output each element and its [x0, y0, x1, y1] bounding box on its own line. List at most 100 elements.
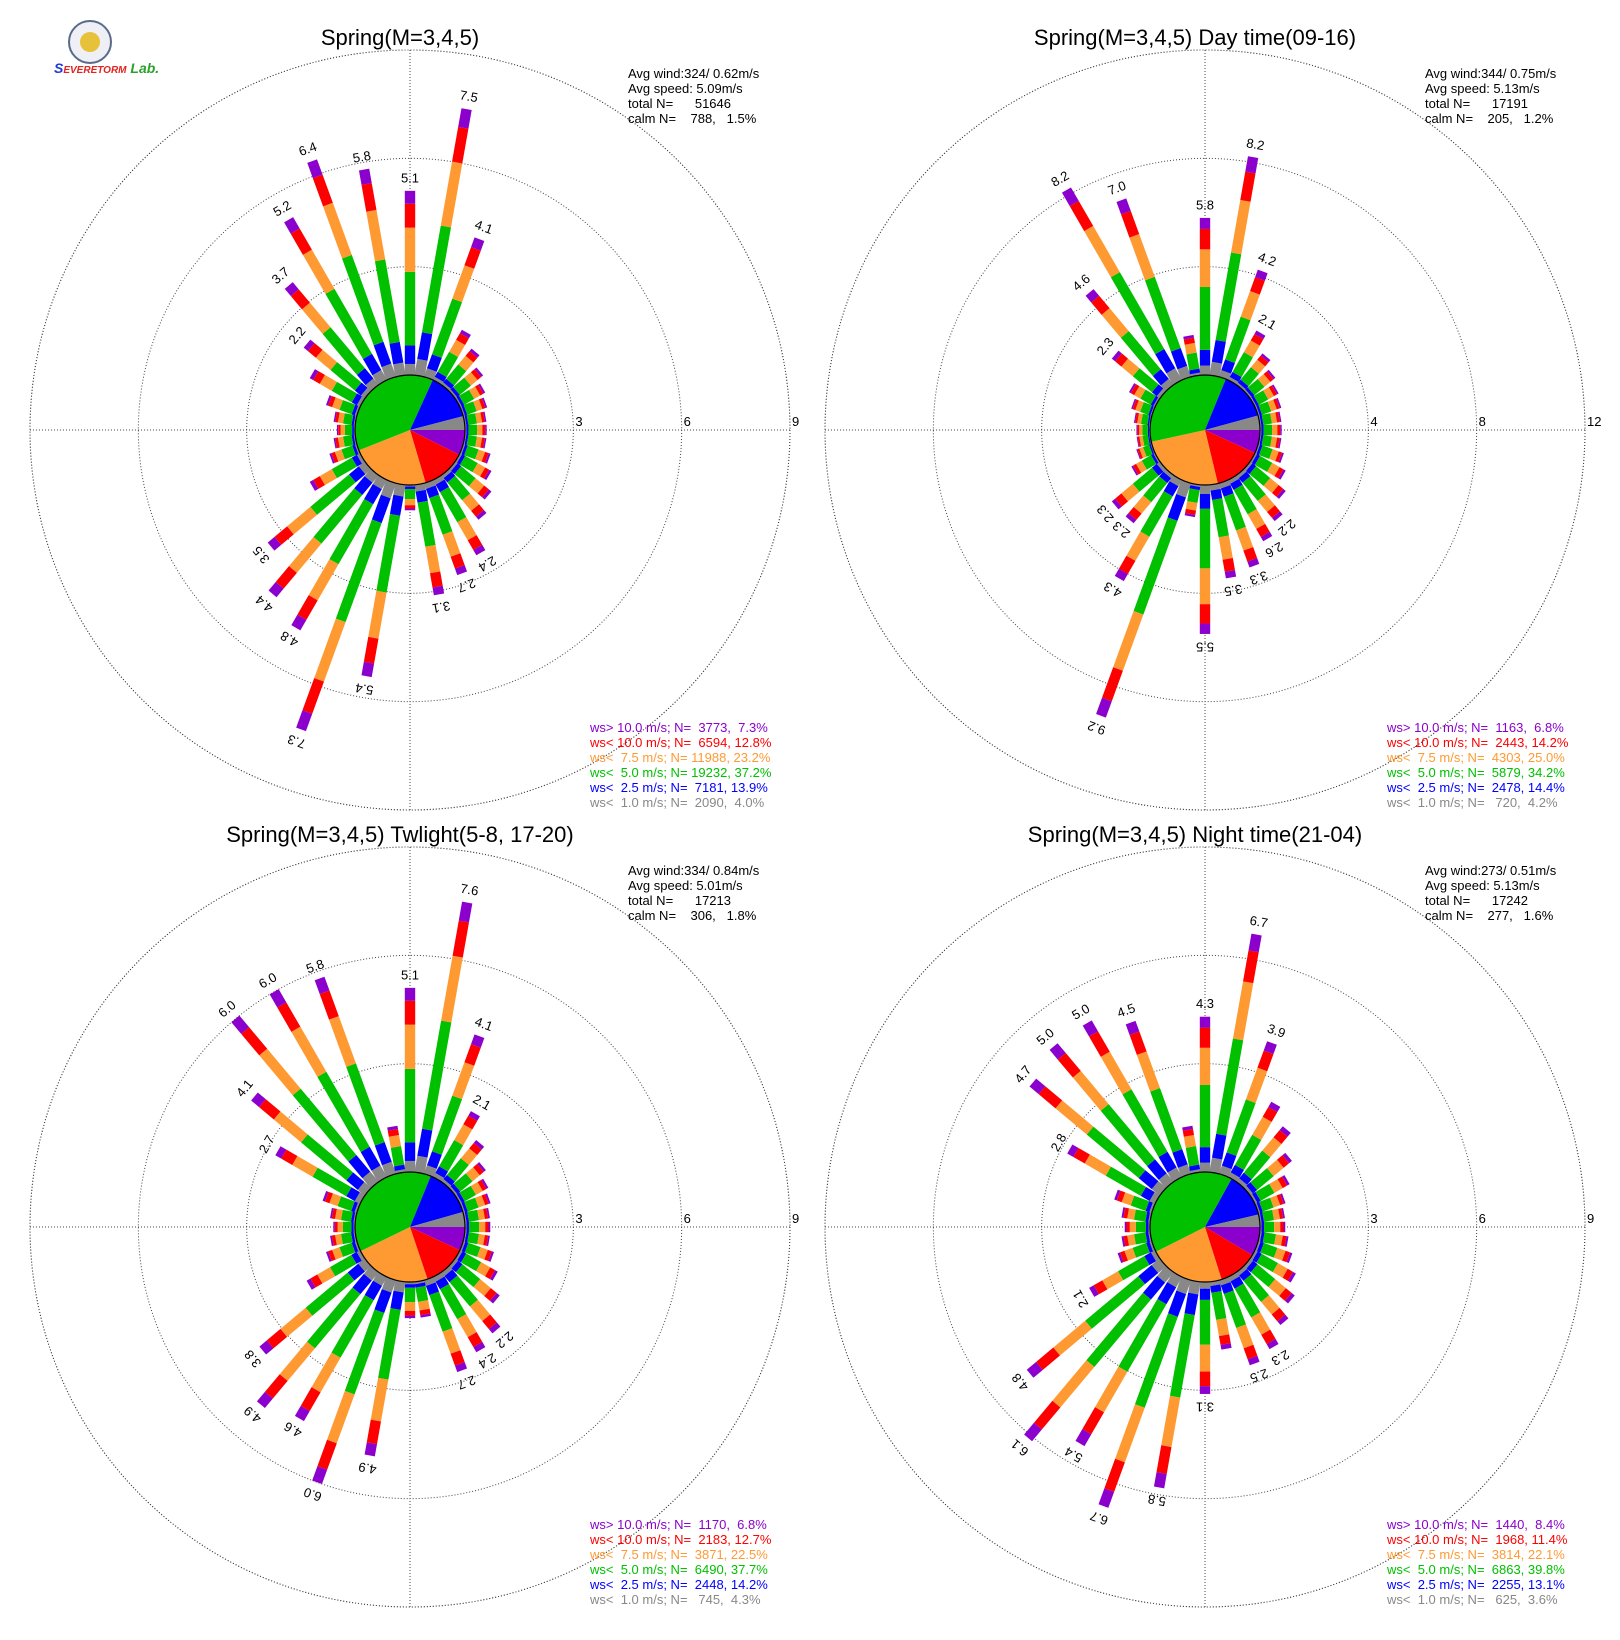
windrose-bar-segment	[404, 1024, 416, 1069]
windrose-bar-segment	[453, 1173, 473, 1192]
windrose-bar-segment	[354, 382, 368, 396]
windrose-bar-segment	[1137, 413, 1143, 424]
windrose-bar-segment	[1052, 1360, 1095, 1408]
windrose-bar-segment	[335, 437, 340, 449]
windrose-bar-segment	[1086, 1292, 1151, 1367]
windrose-bar-segment	[313, 476, 325, 489]
windrose-bar-segment	[333, 437, 337, 449]
windrose-bar-segment	[362, 1171, 379, 1189]
windrose-bar-label: 2.3	[1094, 334, 1117, 357]
windrose-bar-segment	[1149, 444, 1155, 455]
pie-slice	[410, 1176, 463, 1227]
windrose-bar-segment	[468, 1111, 480, 1121]
windrose-bar-segment	[441, 955, 463, 1023]
windrose-bar-segment	[485, 1193, 491, 1204]
windrose-bar-segment	[1038, 1086, 1063, 1109]
windrose-bar-segment	[1272, 1263, 1288, 1278]
ring-tick-label: 3	[1370, 1211, 1377, 1226]
windrose-bar-segment	[456, 454, 466, 465]
windrose-bar-segment	[1118, 1299, 1167, 1372]
windrose-bar-segment	[447, 475, 471, 501]
windrose-bar-segment	[1104, 1458, 1125, 1492]
pie-slice	[1150, 375, 1226, 442]
windrose-bar-segment	[473, 1341, 486, 1353]
windrose-bar-segment	[1132, 399, 1139, 411]
windrose-bar-segment	[294, 1405, 310, 1422]
windrose-bar-segment	[448, 389, 458, 399]
windrose-bar-segment	[404, 499, 416, 506]
windrose-bar-segment	[319, 990, 339, 1020]
windrose-bar-segment	[1272, 485, 1284, 497]
windrose-bar-segment	[479, 1221, 486, 1233]
windrose-bar-segment	[1256, 523, 1270, 537]
windrose-bar-segment	[1237, 379, 1249, 390]
windrose-bar-segment	[1261, 1329, 1276, 1345]
windrose-bar-segment	[1251, 395, 1259, 407]
windrose-bar-segment	[351, 1251, 362, 1264]
windrose-bar-segment	[1153, 397, 1160, 408]
windrose-bar-segment	[1287, 1271, 1296, 1283]
legend-entry: ws< 10.0 m/s; N= 6594, 12.8%	[589, 735, 772, 750]
windrose-bar-segment	[362, 353, 382, 376]
pie-slice	[410, 1227, 465, 1251]
windrose-bar-segment	[331, 451, 339, 463]
windrose-bar-segment	[329, 453, 335, 464]
windrose-bar-segment	[1130, 1195, 1150, 1211]
windrose-bar-segment	[443, 378, 455, 390]
windrose-bar-segment	[439, 1139, 464, 1172]
windrose-bar-segment	[1259, 1197, 1274, 1212]
windrose-bar-segment	[1082, 1020, 1099, 1037]
windrose-bar-segment	[463, 401, 477, 415]
windrose-bar-segment	[1210, 1284, 1222, 1293]
windrose-bar-segment	[1259, 1231, 1265, 1243]
windrose-bar-segment	[1147, 434, 1151, 446]
windrose-bar-segment	[358, 1258, 372, 1272]
windrose-bar-segment	[1199, 604, 1211, 624]
windrose-bar-segment	[404, 508, 416, 511]
windrose-bar-segment	[352, 424, 354, 436]
windrose-bar-label: 3.1	[431, 598, 451, 616]
windrose-bar-segment	[256, 1391, 273, 1409]
windrose-bar-segment	[1209, 361, 1222, 377]
windrose-bar-segment	[1212, 498, 1229, 538]
windrose-bar-segment	[1199, 508, 1211, 569]
windrose-bar-segment	[1057, 1052, 1081, 1078]
windrose-bar-segment	[1220, 484, 1234, 497]
windrose-bar-segment	[1257, 373, 1271, 387]
windrose-bar-segment	[425, 544, 441, 574]
windrose-bar-segment	[1236, 526, 1254, 551]
windrose-bar-label: 4.6	[1069, 271, 1092, 294]
pie-slice	[1205, 430, 1260, 454]
windrose-bar-segment	[1270, 436, 1278, 448]
windrose-bar-segment	[1128, 383, 1136, 394]
windrose-bar-segment	[1137, 448, 1143, 459]
windrose-bar-segment	[467, 1209, 480, 1222]
windrose-bar-segment	[267, 536, 282, 551]
windrose-bar-segment	[1134, 386, 1146, 399]
pie-slice	[1151, 430, 1218, 486]
windrose-bar-segment	[342, 435, 354, 447]
windrose-bar-segment	[484, 1288, 497, 1301]
windrose-bar-segment	[1199, 1299, 1211, 1345]
windrose-bar-segment	[435, 1166, 449, 1179]
windrose-bar-label: 2.7	[456, 575, 478, 595]
windrose-bar-segment	[351, 454, 362, 467]
windrose-bar-segment	[350, 1231, 356, 1243]
windrose-bar-segment	[1147, 414, 1151, 426]
pie-slice	[410, 1212, 465, 1227]
windrose-bar-segment	[371, 494, 391, 524]
windrose-bar-segment	[1260, 353, 1271, 363]
windrose-bar-segment	[1026, 1361, 1043, 1378]
windrose-bar-segment	[459, 1185, 476, 1202]
windrose-bar-segment	[360, 387, 372, 399]
windrose-bar-segment	[1143, 1275, 1166, 1300]
windrose-bar-segment	[1211, 339, 1226, 364]
windrose-bar-segment	[435, 479, 449, 493]
windrose-bar-segment	[448, 1258, 459, 1269]
windrose-bar-segment	[1223, 493, 1246, 531]
windrose-bar-segment	[481, 1194, 489, 1206]
windrose-bar-segment	[484, 469, 492, 481]
windrose-bar-segment	[312, 1466, 328, 1485]
windrose-bar-segment	[1246, 1182, 1258, 1194]
seal-icon	[68, 20, 112, 64]
